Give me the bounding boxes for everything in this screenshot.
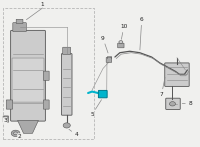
Circle shape [63,123,70,128]
FancyBboxPatch shape [98,90,107,98]
Text: 10: 10 [120,24,128,39]
Polygon shape [18,120,38,133]
Text: 4: 4 [69,129,78,137]
Circle shape [11,130,20,137]
FancyBboxPatch shape [6,100,13,109]
Text: 3: 3 [3,118,7,123]
FancyBboxPatch shape [165,63,189,86]
Text: 5: 5 [90,100,101,117]
Circle shape [170,102,175,106]
Text: 1: 1 [41,2,44,7]
FancyBboxPatch shape [63,47,71,55]
Text: 7: 7 [160,77,165,97]
Circle shape [14,132,18,135]
Text: 8: 8 [182,101,192,106]
Circle shape [4,116,8,119]
Text: 6: 6 [140,17,144,50]
FancyBboxPatch shape [166,98,180,109]
FancyBboxPatch shape [43,71,49,80]
FancyBboxPatch shape [3,116,9,122]
Text: 9: 9 [101,36,108,53]
FancyBboxPatch shape [16,19,23,24]
FancyBboxPatch shape [12,58,44,102]
FancyBboxPatch shape [118,43,124,48]
Circle shape [119,41,123,44]
Text: 2: 2 [16,134,21,139]
FancyBboxPatch shape [61,54,72,115]
FancyBboxPatch shape [106,57,112,62]
FancyBboxPatch shape [11,30,45,121]
FancyBboxPatch shape [13,23,26,32]
FancyBboxPatch shape [43,100,49,109]
